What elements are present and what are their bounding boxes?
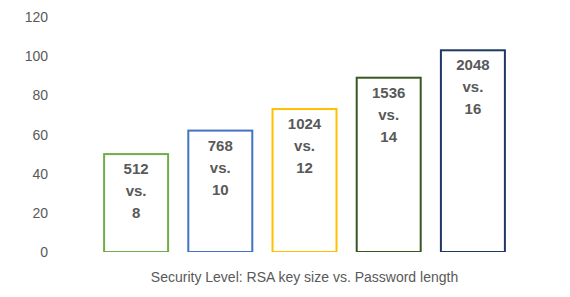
bar — [104, 154, 168, 252]
category-label-line: 2048 — [456, 56, 489, 73]
bar — [273, 109, 337, 252]
category-label-line: vs. — [126, 182, 147, 199]
y-tick-label: 40 — [32, 166, 48, 182]
category-label-line: vs. — [210, 159, 231, 176]
category-label-line: 768 — [208, 137, 233, 154]
bar — [357, 78, 421, 252]
category-label: 768 vs. 10 — [208, 137, 233, 198]
category-label-line: 10 — [212, 181, 229, 198]
category-label-line: 1536 — [372, 84, 405, 101]
category-label: 1536 vs. 14 — [372, 84, 405, 145]
category-label-line: 512 — [124, 160, 149, 177]
category-label-line: 14 — [380, 128, 397, 145]
chart: 020406080100120512vs.8768vs.101024vs.121… — [0, 0, 570, 297]
category-label-line: vs. — [294, 137, 315, 154]
y-tick-label: 60 — [32, 127, 48, 143]
y-tick-label: 0 — [40, 244, 48, 260]
category-label-line: vs. — [462, 78, 483, 95]
category-label: 512 vs. 8 — [124, 160, 149, 221]
bar — [188, 131, 252, 252]
category-label: 1024 vs. 12 — [288, 115, 322, 176]
bar — [441, 50, 505, 252]
category-label-line: vs. — [378, 106, 399, 123]
x-axis-label: Security Level: RSA key size vs. Passwor… — [151, 269, 458, 285]
y-tick-label: 20 — [32, 205, 48, 221]
category-label-line: 8 — [132, 204, 140, 221]
y-tick-label: 120 — [25, 9, 49, 25]
category-label-line: 16 — [465, 100, 482, 117]
category-label-line: 1024 — [288, 115, 322, 132]
bars — [104, 50, 505, 252]
y-tick-label: 80 — [32, 87, 48, 103]
category-label: 2048 vs. 16 — [456, 56, 489, 117]
y-tick-label: 100 — [25, 48, 49, 64]
category-label-line: 12 — [296, 159, 313, 176]
